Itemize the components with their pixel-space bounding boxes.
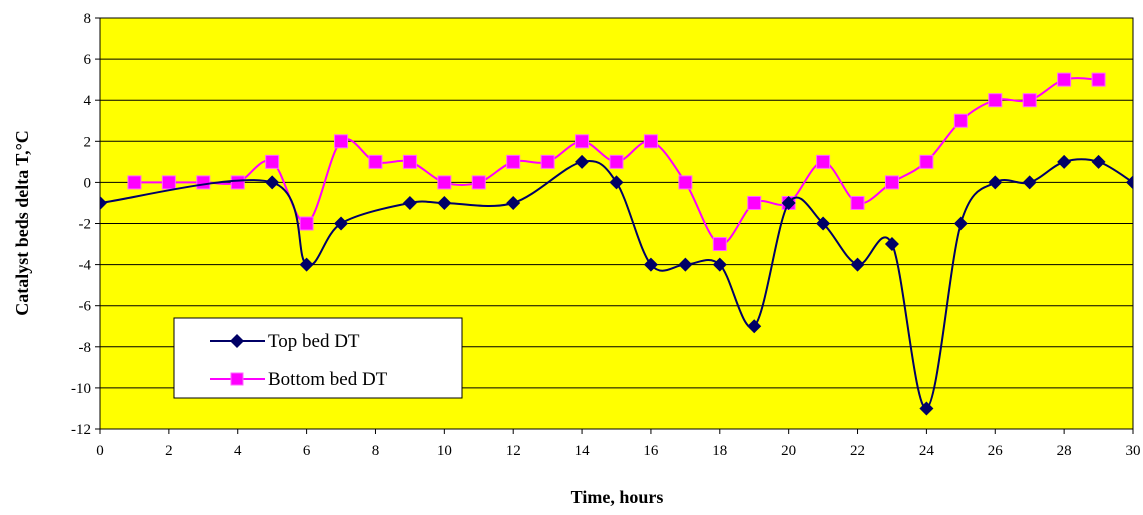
x-axis-title: Time, hours xyxy=(571,487,664,507)
data-point-square xyxy=(231,176,244,189)
data-point-square xyxy=(989,94,1002,107)
y-axis-ticks: 8 6 4 2 0 -2 -4 -6 -8 -10 -12 xyxy=(71,11,100,438)
data-point-square xyxy=(748,196,761,209)
x-tick-label: 12 xyxy=(506,443,521,459)
data-point-square xyxy=(335,135,348,148)
x-tick-label: 6 xyxy=(303,443,311,459)
data-point-square xyxy=(128,176,141,189)
data-point-square xyxy=(713,238,726,251)
data-point-square xyxy=(851,196,864,209)
x-tick-label: 18 xyxy=(712,443,727,459)
data-point-square xyxy=(920,155,933,168)
x-tick-label: 10 xyxy=(437,443,452,459)
data-point-square xyxy=(507,155,520,168)
y-tick-label: 0 xyxy=(84,175,92,191)
x-tick-label: 22 xyxy=(850,443,865,459)
y-tick-label: -4 xyxy=(79,258,92,274)
data-point-square xyxy=(885,176,898,189)
data-point-square xyxy=(610,155,623,168)
x-tick-label: 0 xyxy=(96,443,104,459)
data-point-square xyxy=(817,155,830,168)
data-point-square xyxy=(1023,94,1036,107)
y-tick-label: -6 xyxy=(79,299,92,315)
y-tick-label: 6 xyxy=(84,52,92,68)
legend-label-top-bed: Top bed DT xyxy=(268,331,360,352)
data-point-square xyxy=(644,135,657,148)
y-tick-label: 8 xyxy=(84,11,92,27)
x-tick-label: 30 xyxy=(1126,443,1141,459)
x-tick-label: 26 xyxy=(988,443,1004,459)
legend-label-bottom-bed: Bottom bed DT xyxy=(268,369,388,390)
x-tick-label: 24 xyxy=(919,443,935,459)
legend-swatch-bottom-bed-square-marker xyxy=(231,373,243,385)
y-axis-title: Catalyst beds delta T,°C xyxy=(12,130,32,316)
data-point-square xyxy=(300,217,313,230)
y-tick-label: 2 xyxy=(84,134,92,150)
data-point-square xyxy=(403,155,416,168)
data-point-square xyxy=(197,176,210,189)
x-tick-label: 4 xyxy=(234,443,242,459)
data-point-square xyxy=(266,155,279,168)
y-tick-label: -12 xyxy=(71,422,91,438)
data-point-square xyxy=(162,176,175,189)
data-point-square xyxy=(472,176,485,189)
legend: Top bed DT Bottom bed DT xyxy=(174,318,462,398)
x-tick-label: 14 xyxy=(575,443,591,459)
x-tick-label: 8 xyxy=(372,443,380,459)
x-tick-label: 28 xyxy=(1057,443,1072,459)
y-tick-label: 4 xyxy=(84,93,92,109)
x-tick-label: 16 xyxy=(643,443,659,459)
x-tick-label: 20 xyxy=(781,443,796,459)
data-point-square xyxy=(954,114,967,127)
data-point-square xyxy=(679,176,692,189)
data-point-square xyxy=(541,155,554,168)
data-point-square xyxy=(1058,73,1071,86)
data-point-square xyxy=(576,135,589,148)
y-tick-label: -10 xyxy=(71,381,91,397)
y-tick-label: -2 xyxy=(79,217,92,233)
data-point-square xyxy=(438,176,451,189)
x-axis-ticks: 0 2 4 6 8 10 12 14 16 18 20 22 24 26 28 30 xyxy=(96,429,1140,459)
x-tick-label: 2 xyxy=(165,443,173,459)
y-tick-label: -8 xyxy=(79,340,92,356)
data-point-square xyxy=(1092,73,1105,86)
data-point-square xyxy=(369,155,382,168)
